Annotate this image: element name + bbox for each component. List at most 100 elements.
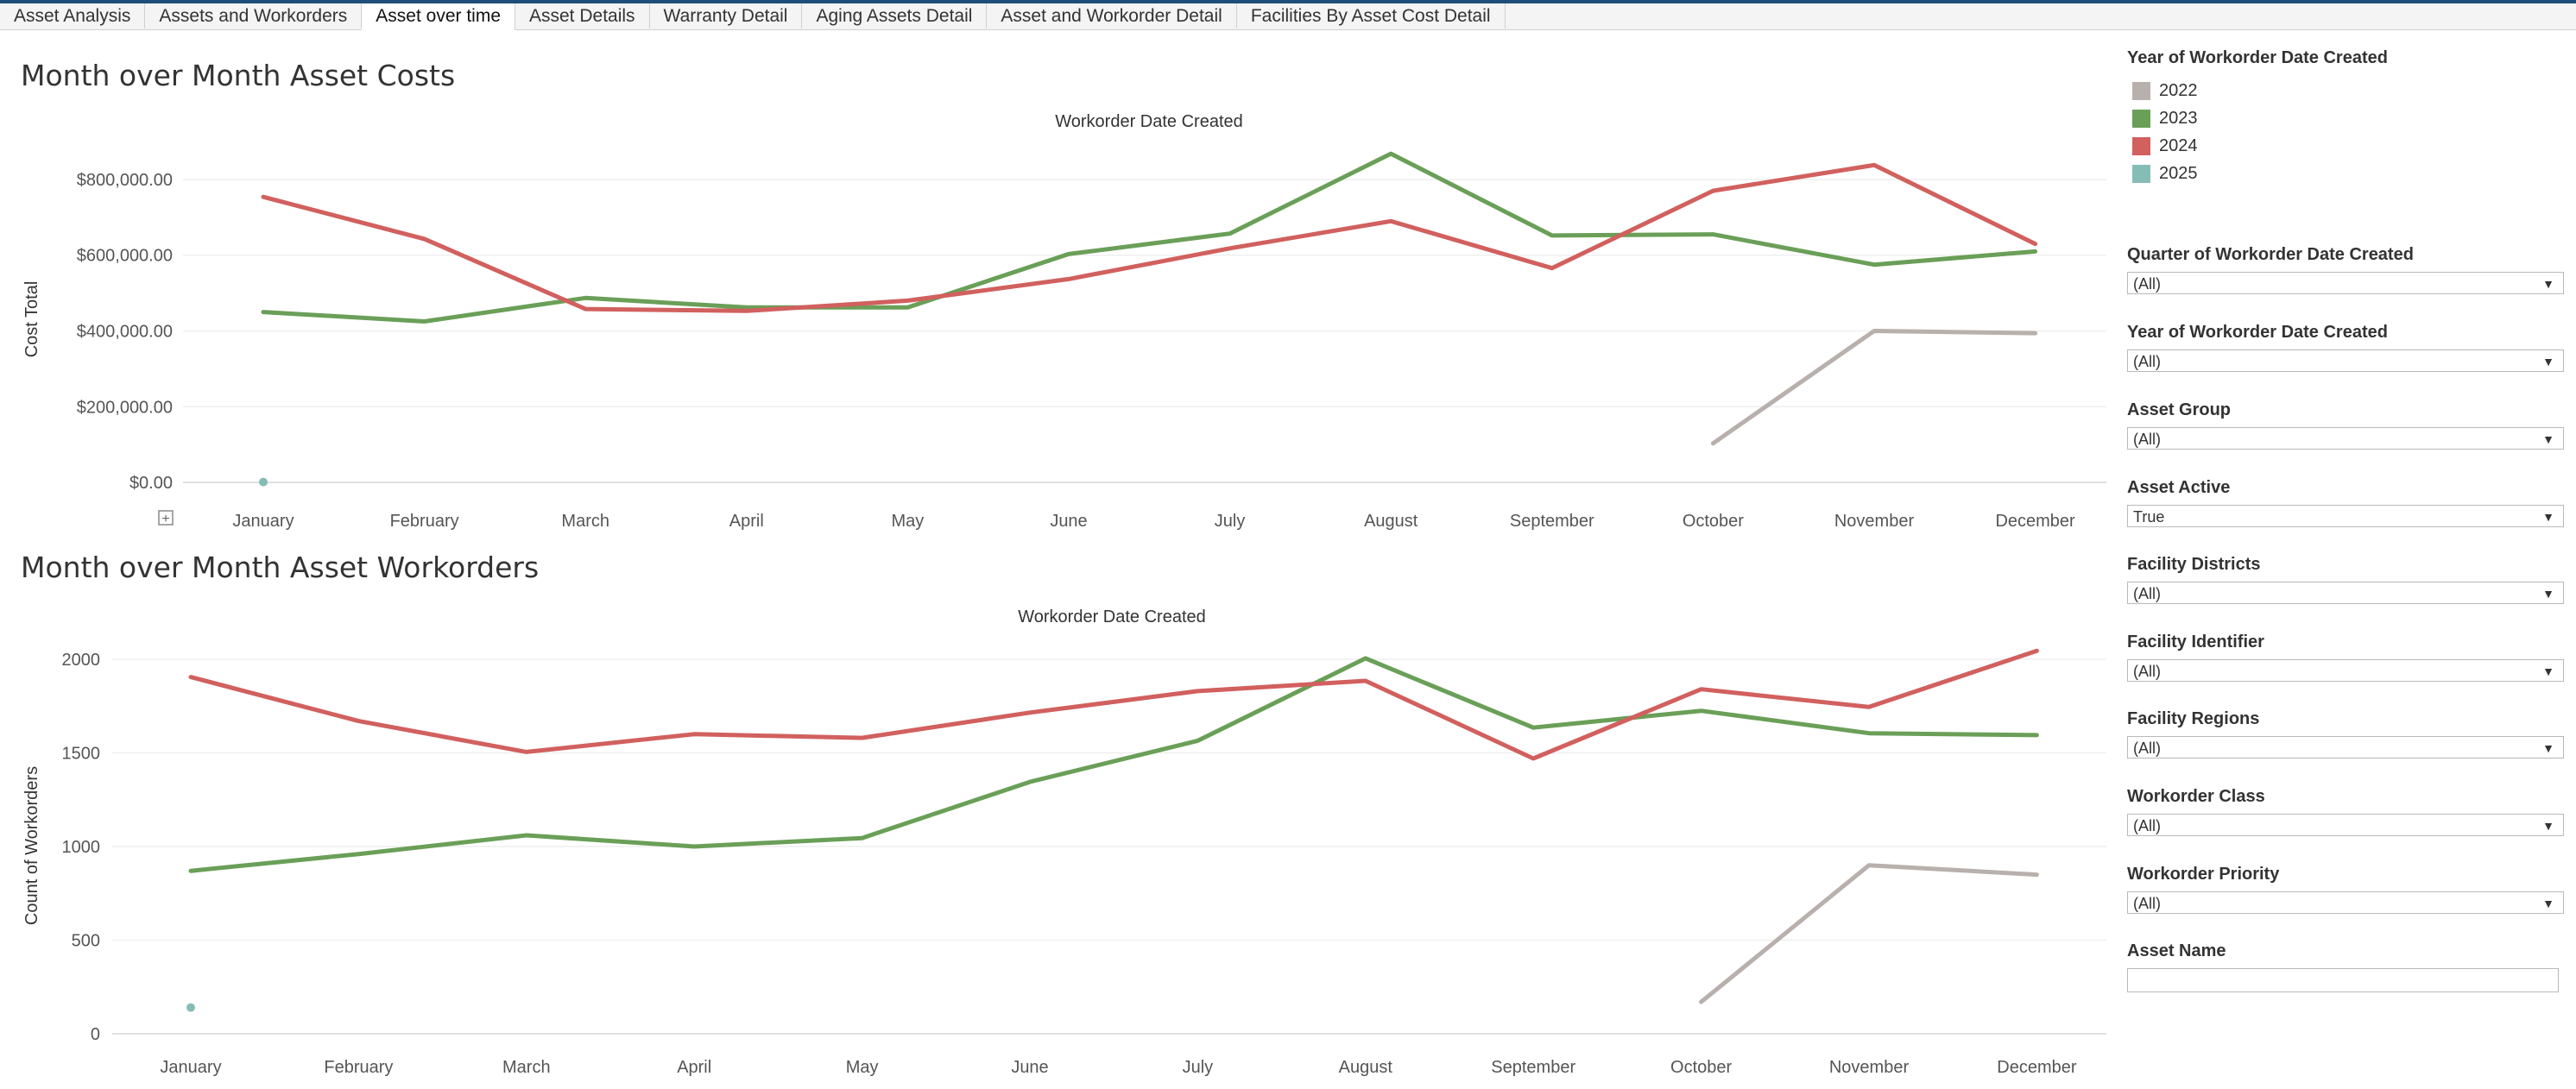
- filter-facility-districts: Facility Districts (All) ▼: [2127, 555, 2564, 604]
- filter-label: Workorder Class: [2127, 787, 2265, 806]
- x-tick-label: January: [160, 1058, 221, 1077]
- workorder-class-dropdown[interactable]: (All) ▼: [2127, 814, 2564, 836]
- caret-down-icon: ▼: [2542, 355, 2554, 368]
- x-tick-label: May: [892, 512, 925, 531]
- x-tick-label: July: [1183, 1058, 1214, 1077]
- y-tick-label: 0: [91, 1025, 100, 1044]
- tab-warranty-detail[interactable]: Warranty Detail: [649, 3, 803, 28]
- tab-asset-and-workorder-detail[interactable]: Asset and Workorder Detail: [987, 3, 1237, 28]
- filter-workorder-class: Workorder Class (All) ▼: [2127, 787, 2564, 836]
- dropdown-value: (All): [2133, 353, 2161, 370]
- caret-down-icon: ▼: [2542, 510, 2554, 524]
- x-tick-label: December: [1995, 512, 2075, 531]
- filter-quarter: Quarter of Workorder Date Created (All) ▼: [2127, 245, 2564, 294]
- series-point-2025: [259, 477, 268, 487]
- tab-asset-over-time[interactable]: Asset over time: [362, 3, 515, 30]
- filter-label: Facility Identifier: [2127, 633, 2264, 652]
- x-tick-label: March: [561, 512, 609, 531]
- y-axis-label: Count of Workorders: [22, 766, 41, 925]
- legend-item-2023[interactable]: 2023: [2127, 104, 2564, 132]
- dashboard-tabs: Asset Analysis Assets and Workorders Ass…: [0, 3, 2576, 30]
- filter-label: Year of Workorder Date Created: [2127, 323, 2388, 342]
- x-tick-label: August: [1339, 1058, 1393, 1077]
- y-axis-label: Cost Total: [22, 281, 41, 358]
- tab-facilities-by-asset-cost-detail[interactable]: Facilities By Asset Cost Detail: [1236, 3, 1506, 28]
- asset-active-dropdown[interactable]: True ▼: [2127, 505, 2564, 527]
- legend-swatch-2022: [2132, 81, 2150, 100]
- workorder-priority-dropdown[interactable]: (All) ▼: [2127, 891, 2564, 914]
- y-tick-label: 1500: [62, 745, 101, 764]
- x-tick-label: February: [390, 512, 459, 531]
- filter-label: Facility Regions: [2127, 709, 2260, 728]
- caret-down-icon: ▼: [2542, 819, 2554, 833]
- facility-regions-dropdown[interactable]: (All) ▼: [2127, 736, 2564, 759]
- legend-title: Year of Workorder Date Created: [2127, 48, 2388, 67]
- caret-down-icon: ▼: [2542, 277, 2554, 291]
- filter-label: Asset Active: [2127, 478, 2231, 497]
- quarter-dropdown[interactable]: (All) ▼: [2127, 272, 2564, 294]
- costs-chart-title: Month over Month Asset Costs: [21, 59, 456, 92]
- x-tick-label: July: [1215, 512, 1246, 531]
- x-tick-label: June: [1011, 1058, 1048, 1077]
- legend-label-2023: 2023: [2159, 108, 2198, 128]
- tab-asset-analysis[interactable]: Asset Analysis: [0, 3, 146, 28]
- x-tick-label: October: [1683, 512, 1744, 531]
- facility-identifier-dropdown[interactable]: (All) ▼: [2127, 659, 2564, 682]
- asset-name-input[interactable]: [2127, 968, 2559, 992]
- filter-asset-active: Asset Active True ▼: [2127, 478, 2564, 527]
- y-tick-label: $0.00: [129, 474, 173, 493]
- costs-line-chart: Workorder Date Created Cost Total $0.00 $20…: [22, 112, 2106, 531]
- dropdown-value: (All): [2133, 275, 2161, 293]
- y-tick-label: 2000: [62, 651, 101, 670]
- x-tick-label: March: [502, 1058, 551, 1077]
- workorders-chart-title: Month over Month Asset Workorders: [21, 551, 540, 584]
- x-tick-label: September: [1510, 512, 1594, 531]
- x-tick-label: February: [324, 1058, 393, 1077]
- x-tick-label: June: [1050, 512, 1087, 531]
- legend-label-2022: 2022: [2159, 80, 2198, 100]
- dropdown-value: (All): [2133, 585, 2161, 602]
- caret-down-icon: ▼: [2542, 432, 2554, 446]
- tab-aging-assets-detail[interactable]: Aging Assets Detail: [802, 3, 988, 28]
- legend-label-2025: 2025: [2159, 163, 2198, 183]
- filter-sidebar: Year of Workorder Date Created 2022 2023…: [2127, 48, 2564, 992]
- year-dropdown[interactable]: (All) ▼: [2127, 349, 2564, 372]
- x-tick-label: September: [1491, 1058, 1575, 1077]
- x-tick-label: April: [729, 512, 764, 531]
- series-line-2022: [1710, 329, 2038, 446]
- filter-label: Workorder Priority: [2127, 865, 2280, 884]
- asset-group-dropdown[interactable]: (All) ▼: [2127, 427, 2564, 450]
- dropdown-value: (All): [2133, 817, 2161, 834]
- tab-assets-and-workorders[interactable]: Assets and Workorders: [145, 3, 363, 28]
- y-tick-label: $200,000.00: [77, 398, 173, 417]
- dropdown-value: (All): [2133, 663, 2161, 680]
- x-tick-label: May: [846, 1058, 879, 1077]
- facility-districts-dropdown[interactable]: (All) ▼: [2127, 582, 2564, 604]
- series-line-2024: [188, 648, 2039, 761]
- series-point-2025: [186, 1003, 195, 1012]
- expand-icon: [158, 510, 174, 526]
- y-tick-label: 500: [72, 932, 100, 951]
- filter-label: Asset Name: [2127, 941, 2226, 960]
- y-tick-label: 1000: [62, 838, 101, 857]
- x-tick-label: January: [232, 512, 294, 531]
- legend-swatch-2024: [2132, 136, 2150, 155]
- filter-label: Quarter of Workorder Date Created: [2127, 245, 2414, 264]
- legend-item-2025[interactable]: 2025: [2127, 160, 2564, 187]
- top-accent-bar: [0, 0, 2576, 3]
- legend-item-2022[interactable]: 2022: [2127, 77, 2564, 104]
- caret-down-icon: ▼: [2542, 587, 2554, 601]
- x-tick-label: August: [1364, 512, 1418, 531]
- dropdown-value: True: [2133, 508, 2165, 526]
- year-legend: 2022 2023 2024 2025: [2127, 77, 2564, 187]
- legend-item-2024[interactable]: 2024: [2127, 132, 2564, 160]
- legend-swatch-2023: [2132, 109, 2150, 128]
- filter-label: Facility Districts: [2127, 555, 2261, 574]
- x-tick-label: October: [1670, 1058, 1732, 1077]
- caret-down-icon: ▼: [2542, 741, 2554, 755]
- chart-subtitle: Workorder Date Created: [1018, 607, 1206, 626]
- filter-facility-regions: Facility Regions (All) ▼: [2127, 709, 2564, 759]
- tab-asset-details[interactable]: Asset Details: [515, 3, 650, 28]
- dropdown-value: (All): [2133, 740, 2161, 757]
- filter-label: Asset Group: [2127, 400, 2232, 419]
